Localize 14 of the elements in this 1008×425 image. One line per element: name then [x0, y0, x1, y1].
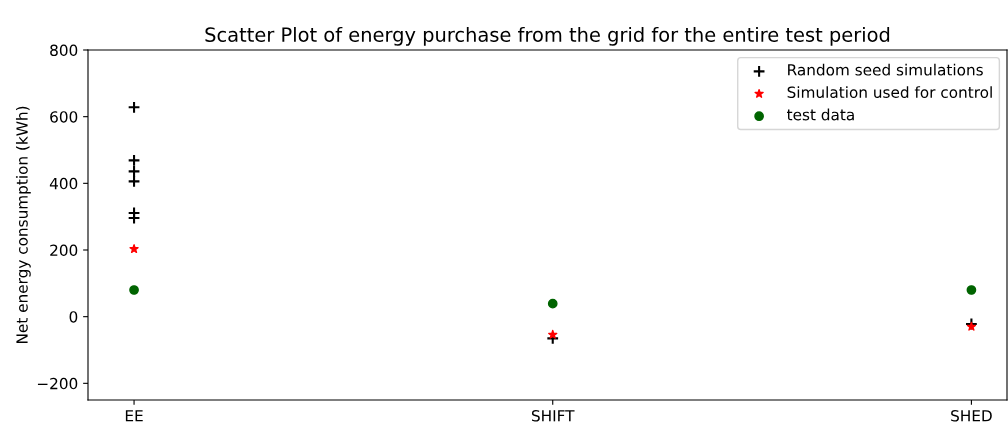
y-tick-label: 800 — [50, 44, 78, 57]
legend-label: test data — [787, 108, 854, 121]
y-tick-label: 0 — [69, 311, 78, 323]
chart-title: Scatter Plot of energy purchase from the grid for the entire test period — [205, 26, 890, 46]
y-tick-label: 200 — [50, 244, 78, 257]
x-tick-label: EE — [125, 410, 143, 422]
y-tick-label: 600 — [50, 111, 78, 123]
legend-label: Random seed simulations — [788, 63, 983, 76]
x-tick-label: SHED — [951, 409, 992, 422]
x-tick-label: SHIFT — [531, 409, 575, 422]
legend-label: Simulation used for control — [787, 86, 992, 98]
y-axis-title: Net energy consumption (kWh) — [15, 106, 31, 344]
y-tick-label: −200 — [37, 377, 78, 390]
y-tick-label: 400 — [49, 177, 78, 190]
